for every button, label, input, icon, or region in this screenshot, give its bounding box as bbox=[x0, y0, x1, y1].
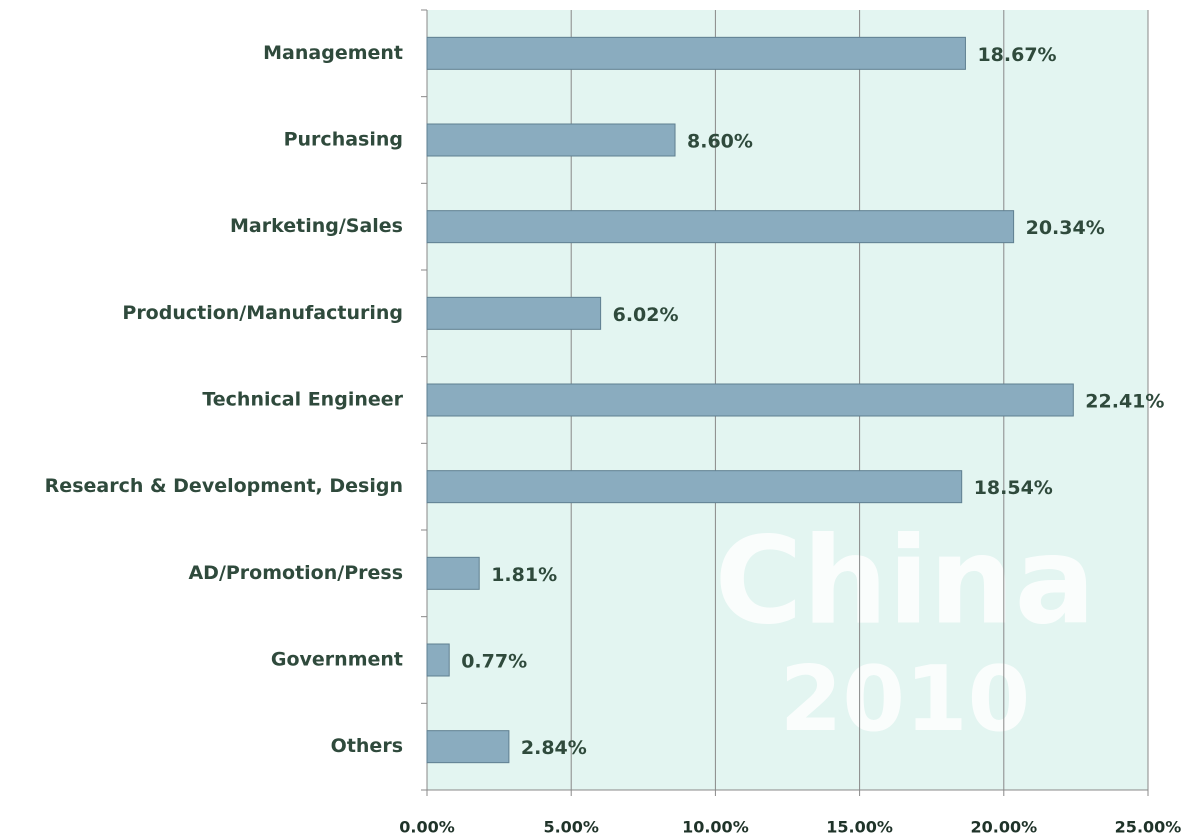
bar bbox=[426, 36, 966, 70]
value-label: 0.77% bbox=[461, 651, 527, 673]
y-tick-label: Purchasing bbox=[284, 129, 403, 151]
y-tick-label: Research & Development, Design bbox=[45, 475, 403, 497]
bar bbox=[426, 296, 602, 330]
bar bbox=[426, 383, 1074, 417]
bar bbox=[426, 210, 1015, 244]
x-tick-label: 25.00% bbox=[1115, 818, 1182, 837]
watermark: 2010 bbox=[780, 647, 1031, 752]
x-tick-label: 20.00% bbox=[970, 818, 1037, 837]
y-tick-label: Management bbox=[263, 42, 403, 64]
bar bbox=[426, 123, 676, 157]
x-tick-label: 0.00% bbox=[399, 818, 455, 837]
y-tick-label: AD/Promotion/Press bbox=[188, 562, 403, 584]
value-label: 22.41% bbox=[1085, 391, 1164, 413]
x-tick-label: 5.00% bbox=[543, 818, 599, 837]
y-tick-label: Technical Engineer bbox=[202, 389, 403, 411]
y-tick-label: Government bbox=[271, 649, 403, 671]
y-tick-label: Production/Manufacturing bbox=[122, 302, 403, 324]
value-label: 18.67% bbox=[977, 44, 1056, 66]
bar bbox=[426, 556, 480, 590]
x-tick-label: 10.00% bbox=[682, 818, 749, 837]
value-label: 18.54% bbox=[974, 477, 1053, 499]
value-label: 8.60% bbox=[687, 131, 753, 153]
bar bbox=[426, 730, 510, 764]
bar bbox=[426, 470, 963, 504]
value-label: 2.84% bbox=[521, 737, 587, 759]
bar bbox=[426, 643, 450, 677]
x-tick-label: 15.00% bbox=[826, 818, 893, 837]
watermark: China bbox=[714, 513, 1095, 652]
y-tick-label: Others bbox=[331, 735, 403, 757]
value-label: 1.81% bbox=[491, 564, 557, 586]
y-tick-label: Marketing/Sales bbox=[230, 215, 403, 237]
value-label: 20.34% bbox=[1026, 217, 1105, 239]
value-label: 6.02% bbox=[613, 304, 679, 326]
